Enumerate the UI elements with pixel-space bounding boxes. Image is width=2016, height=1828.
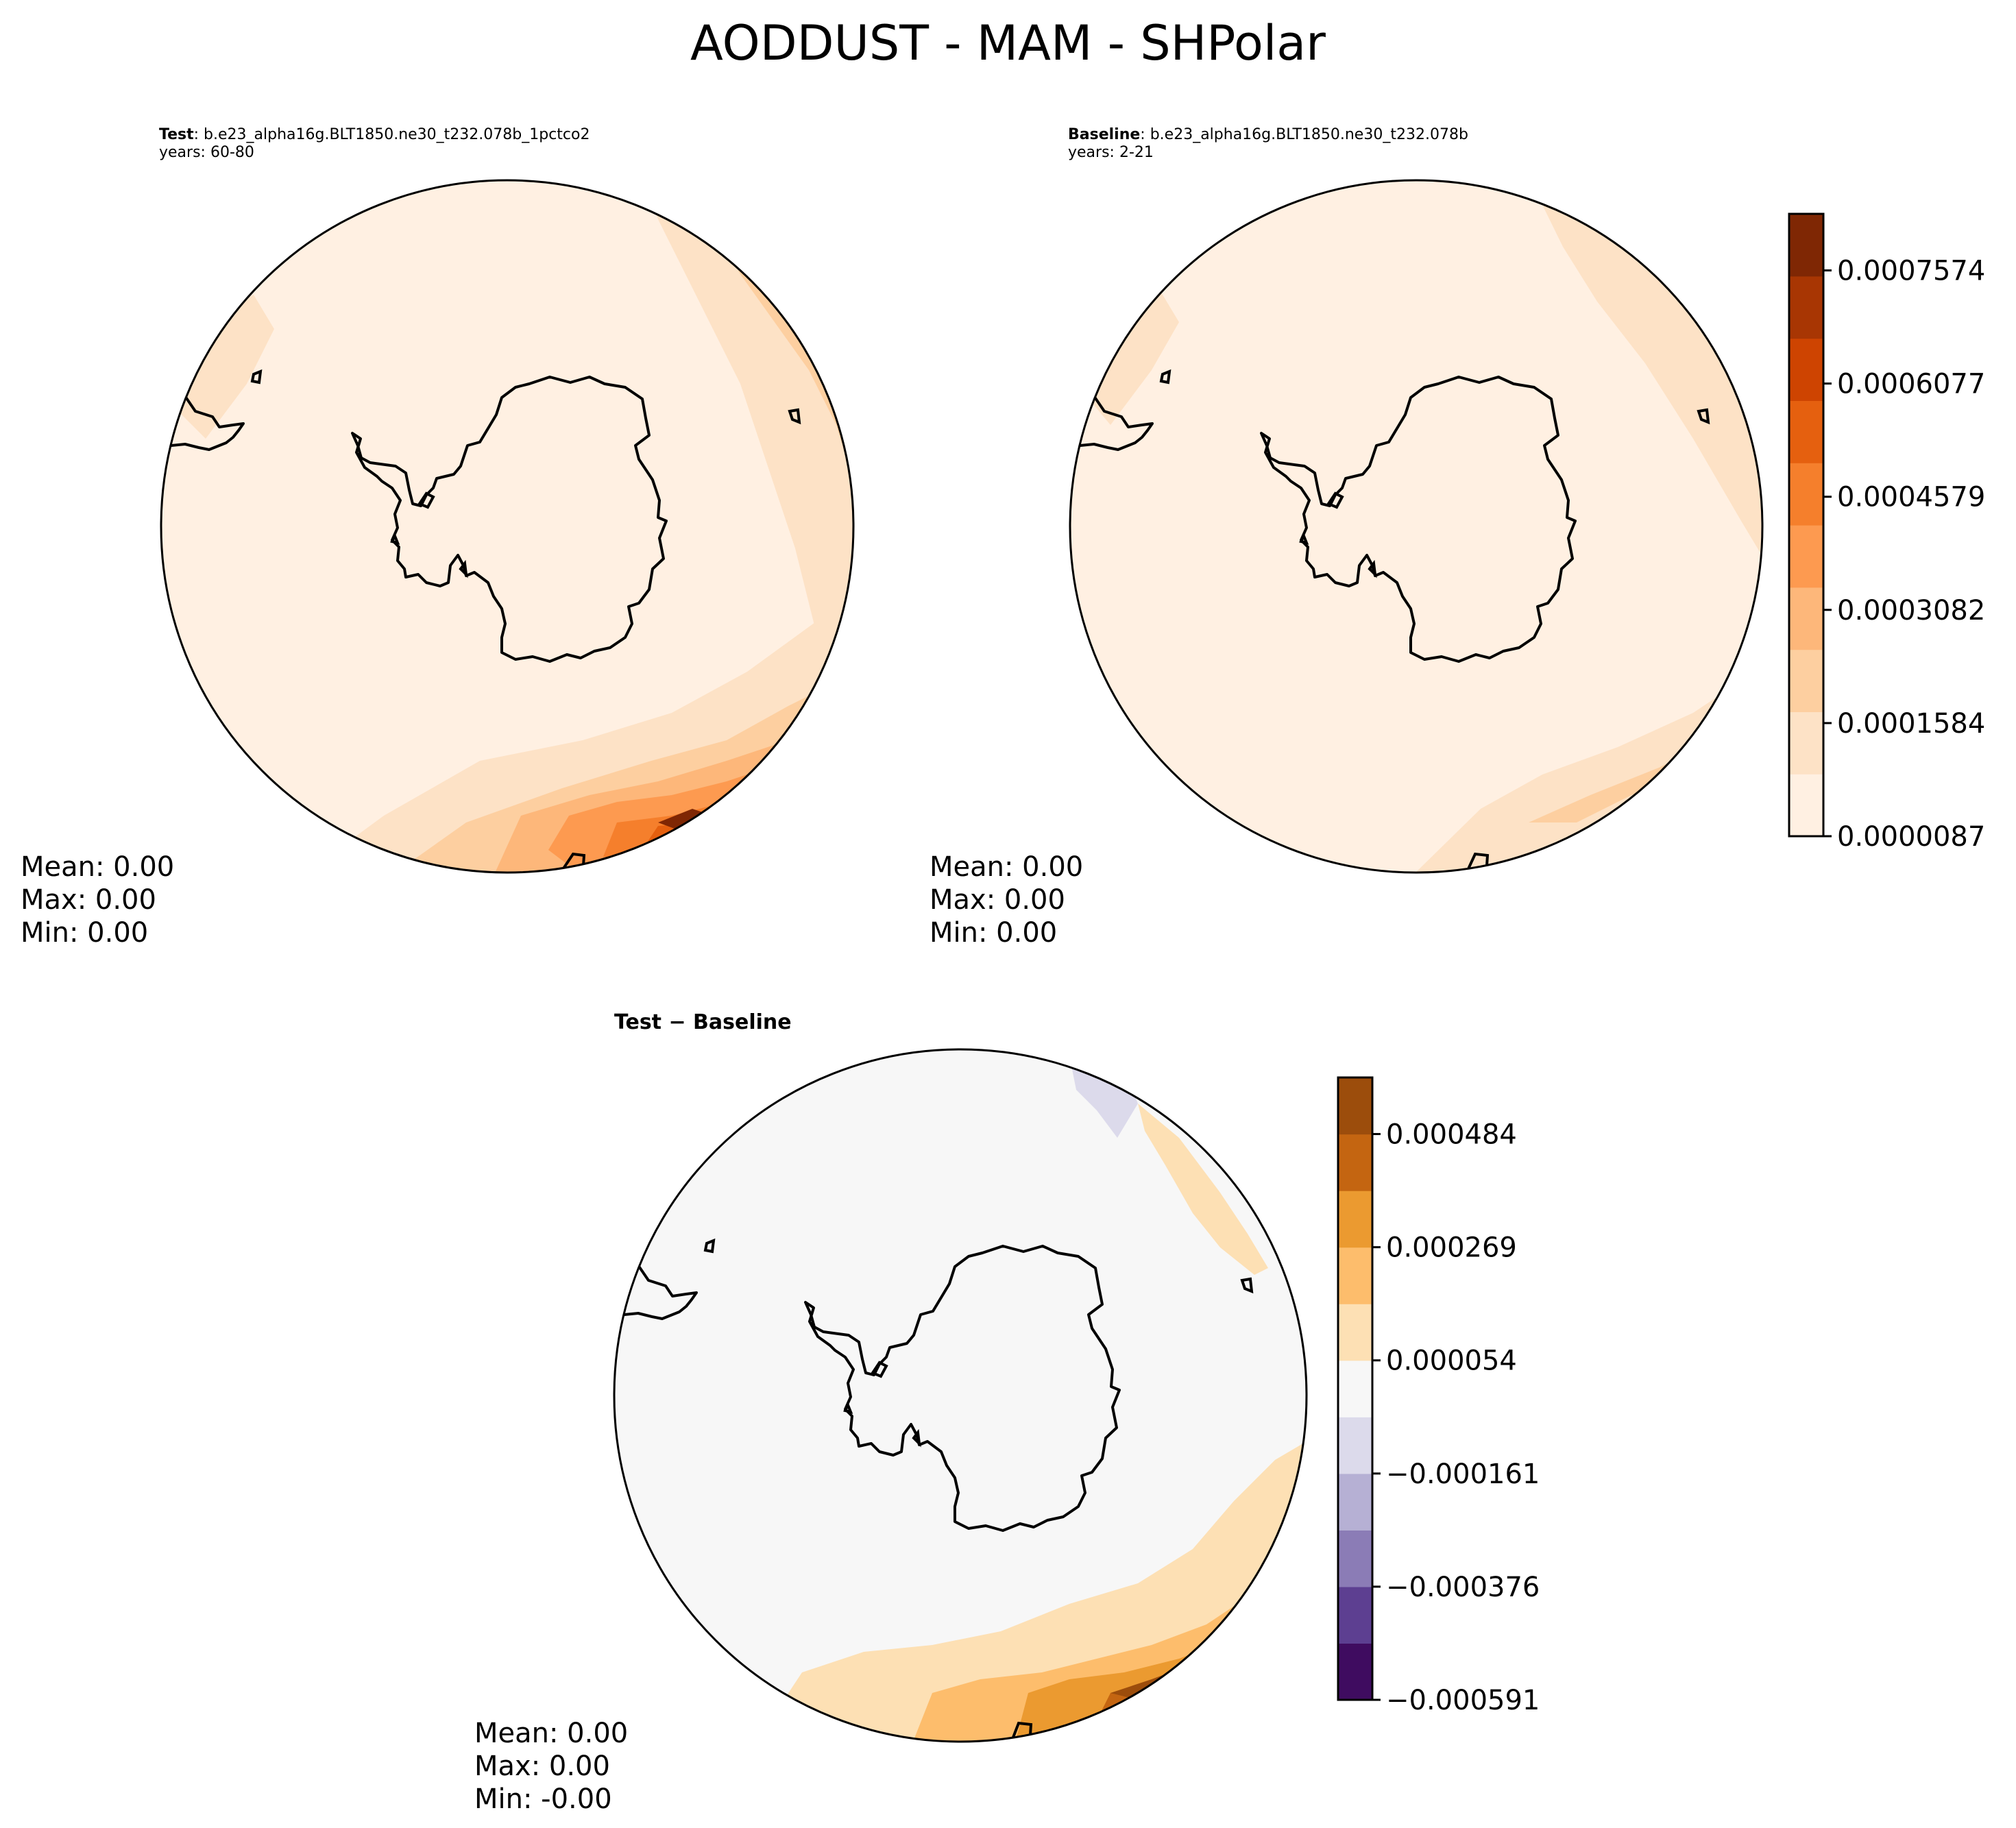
colorbar-tick-label: −0.000591: [1386, 1685, 1540, 1716]
diff-max: Max: 0.00: [474, 1751, 610, 1782]
diff-panel-title: Test − Baseline: [614, 1010, 792, 1034]
colorbar-segment: [1338, 1134, 1372, 1191]
colorbar-segment: [1338, 1304, 1372, 1361]
colorbar-tick-label: 0.0007574: [1837, 256, 1985, 287]
colorbar-segment: [1789, 774, 1823, 837]
test-panel-title: Test: b.e23_alpha16g.BLT1850.ne30_t232.0…: [159, 126, 590, 162]
colorbar-segment: [1789, 525, 1823, 588]
colorbar-segment: [1789, 649, 1823, 712]
colorbar-segment: [1338, 1530, 1372, 1587]
colorbar-segment: [1338, 1473, 1372, 1531]
baseline-map: [1069, 179, 1764, 874]
diff-min: Min: -0.00: [474, 1783, 612, 1815]
diff-mean: Mean: 0.00: [474, 1718, 629, 1749]
colorbar-tick-label: 0.0004579: [1837, 482, 1985, 513]
colorbar-segment: [1789, 463, 1823, 526]
baseline-label: Baseline: [1068, 126, 1141, 143]
test-label: Test: [159, 126, 194, 143]
colorbar-tick-label: 0.0000087: [1837, 821, 1985, 853]
colorbar-segment: [1789, 338, 1823, 401]
colorbar-segment: [1789, 400, 1823, 463]
colorbar-tick-label: −0.000161: [1386, 1459, 1540, 1490]
baseline-years: years: 2-21: [1068, 144, 1154, 161]
colorbar-tick-label: 0.0006077: [1837, 369, 1985, 400]
test-min: Min: 0.00: [21, 917, 149, 949]
test-map: [160, 179, 855, 874]
baseline-mean: Mean: 0.00: [930, 851, 1084, 883]
colorbar-segment: [1789, 711, 1823, 775]
colorbar-frame: [1788, 212, 1825, 838]
colorbar-segment: [1789, 276, 1823, 339]
test-years: years: 60-80: [159, 144, 254, 161]
colorbar-segment: [1789, 587, 1823, 650]
colorbar-segment: [1338, 1077, 1372, 1135]
figure-title: AODDUST - MAM - SHPolar: [690, 15, 1326, 71]
colorbar-tick-label: 0.0001584: [1837, 708, 1985, 740]
test-stats: Mean: 0.00 Max: 0.00 Min: 0.00: [21, 851, 174, 949]
colorbar-tick-label: 0.000054: [1386, 1345, 1517, 1377]
colorbar-tick-label: 0.000269: [1386, 1232, 1517, 1264]
test-max: Max: 0.00: [21, 884, 156, 916]
colorbar-segment: [1338, 1191, 1372, 1248]
baseline-colorbar: 0.0000087 0.0001584 0.0003082 0.0004579 0.00…: [1788, 212, 1985, 853]
colorbar-tick-label: 0.0003082: [1837, 595, 1985, 626]
baseline-case-name: : b.e23_alpha16g.BLT1850.ne30_t232.078b: [1140, 126, 1468, 143]
test-case-name: : b.e23_alpha16g.BLT1850.ne30_t232.078b_…: [193, 126, 590, 143]
colorbar-segment: [1338, 1360, 1372, 1417]
diff-map: [613, 1048, 1308, 1743]
colorbar-segment: [1338, 1643, 1372, 1701]
colorbar-frame: [1337, 1076, 1374, 1701]
colorbar-segment: [1789, 214, 1823, 277]
colorbar-segment: [1338, 1417, 1372, 1474]
diff-stats: Mean: 0.00 Max: 0.00 Min: -0.00: [474, 1717, 628, 1816]
baseline-min: Min: 0.00: [930, 917, 1058, 949]
baseline-max: Max: 0.00: [930, 884, 1065, 916]
baseline-panel-title: Baseline: b.e23_alpha16g.BLT1850.ne30_t2…: [1068, 126, 1468, 162]
colorbar-segment: [1338, 1586, 1372, 1644]
colorbar-segment: [1338, 1247, 1372, 1304]
diff-colorbar: −0.000591 −0.000376 −0.000161 0.000054 0.000…: [1337, 1076, 1540, 1716]
baseline-stats: Mean: 0.00 Max: 0.00 Min: 0.00: [930, 851, 1083, 949]
test-mean: Mean: 0.00: [21, 851, 175, 883]
colorbar-tick-label: 0.000484: [1386, 1119, 1517, 1151]
colorbar-tick-label: −0.000376: [1386, 1572, 1540, 1603]
